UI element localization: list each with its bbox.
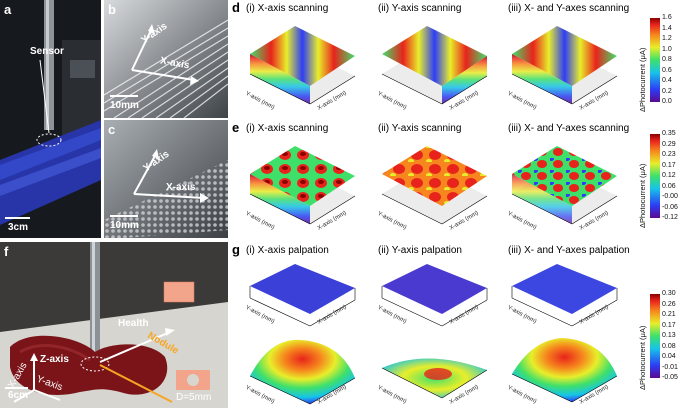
- e-colorbar-label: ΔPhotocurrent (μA): [638, 163, 647, 228]
- g3-top-surface: [511, 264, 618, 327]
- g-colorbar-tick: 0.04: [662, 353, 676, 360]
- e1-surface: [249, 146, 356, 225]
- e-title-1: (i) X-axis scanning: [246, 123, 329, 134]
- d-title-2: (ii) Y-axis scanning: [378, 3, 462, 14]
- e-title-2: (ii) Y-axis scanning: [378, 123, 462, 134]
- e3-surface: [511, 146, 618, 225]
- photo-b-scene: [104, 0, 228, 118]
- d2-surface: [381, 26, 488, 105]
- g-colorbar: [650, 294, 660, 378]
- panel-label-d: d: [232, 0, 240, 15]
- e-colorbar-tick: 0.35: [662, 130, 676, 137]
- g-colorbar-tick: 0.21: [662, 311, 676, 318]
- panel-label-a: a: [4, 2, 12, 17]
- g-title-3: (iii) X- and Y-axes palpation: [508, 245, 630, 256]
- d-colorbar-tick: 1.4: [662, 24, 672, 32]
- g-title-1: (i) X-axis palpation: [246, 245, 329, 256]
- photo-c-scene: [104, 120, 228, 238]
- panel-label-g: g: [232, 242, 240, 257]
- d-title-1: (i) X-axis scanning: [246, 3, 329, 14]
- e-colorbar-tick: 0.23: [662, 151, 676, 158]
- e-title-3: (iii) X- and Y-axes scanning: [508, 123, 630, 134]
- b-scale-label: 10mm: [110, 100, 139, 111]
- panel-label-f: f: [4, 244, 9, 259]
- e-colorbar-tick: 0.17: [662, 161, 676, 169]
- d1-surface: [249, 26, 356, 105]
- e-colorbar-tick: -0.06: [662, 203, 678, 211]
- f-scale-label: 6cm: [8, 390, 29, 401]
- e-colorbar: [650, 134, 660, 218]
- g-colorbar-tick: 0.13: [662, 332, 676, 339]
- e-colorbar-tick: -0.12: [662, 214, 678, 221]
- photo-b: b Y-axis X-axis 10mm: [104, 0, 228, 118]
- g3-bottom-surface: [511, 338, 618, 403]
- photo-a: a Sensor 3cm: [0, 0, 101, 238]
- g-title-2: (ii) Y-axis palpation: [378, 245, 462, 256]
- panel-label-e: e: [232, 120, 240, 135]
- f-z-axis-label: Z-axis: [40, 354, 69, 365]
- scale-label-a: 3cm: [8, 222, 29, 233]
- d-colorbar: [650, 18, 660, 102]
- d-colorbar-tick: 1.2: [662, 35, 672, 42]
- photo-f-scene: [0, 242, 228, 408]
- d-colorbar-tick: 1.6: [662, 14, 672, 21]
- d-colorbar-tick: 0.0: [662, 98, 672, 105]
- health-label: Health: [118, 318, 149, 329]
- g2-top-surface: [381, 264, 488, 327]
- d-colorbar-label: ΔPhotocurrent (μA): [638, 47, 647, 112]
- d-colorbar-tick: 0.2: [662, 87, 672, 95]
- g1-bottom-surface: [249, 339, 356, 405]
- e-colorbar-tick: -0.00: [662, 193, 678, 200]
- c-scale-label: 10mm: [110, 220, 139, 231]
- diameter-label: D=5mm: [176, 392, 212, 403]
- g-colorbar-tick: 0.30: [662, 290, 676, 297]
- photo-a-scene: [0, 0, 101, 238]
- d-colorbar-tick: 0.6: [662, 66, 672, 74]
- e-colorbar-tick: 0.06: [662, 182, 676, 190]
- d-colorbar-tick: 0.4: [662, 77, 672, 84]
- c-x-axis-label: X-axis: [166, 182, 196, 193]
- panel-label-b: b: [108, 2, 116, 17]
- panel-label-c: c: [108, 122, 116, 137]
- e-colorbar-tick: 0.29: [662, 140, 676, 148]
- g-colorbar-tick: -0.05: [662, 374, 678, 381]
- g-colorbar-tick: -0.01: [662, 363, 678, 371]
- g2-bottom-surface: [381, 358, 488, 399]
- photo-f: f Health Nodule Z-axis X-axis Y-axis 6cm…: [0, 242, 228, 408]
- d-colorbar-tick: 1.0: [662, 45, 672, 53]
- d3-surface: [511, 26, 618, 105]
- g-colorbar-label: ΔPhotocurrent (μA): [638, 325, 647, 390]
- e-colorbar-tick: 0.12: [662, 172, 676, 179]
- e2-surface: [381, 146, 488, 225]
- photo-c: c Y-axis X-axis 10mm: [104, 120, 228, 238]
- d-colorbar-tick: 0.8: [662, 56, 672, 63]
- d-title-3: (iii) X- and Y-axes scanning: [508, 3, 630, 14]
- g-colorbar-tick: 0.26: [662, 300, 676, 308]
- sensor-label: Sensor: [30, 46, 64, 57]
- g-colorbar-tick: 0.17: [662, 321, 676, 329]
- g1-top-surface: [249, 264, 356, 327]
- g-colorbar-tick: 0.08: [662, 342, 676, 350]
